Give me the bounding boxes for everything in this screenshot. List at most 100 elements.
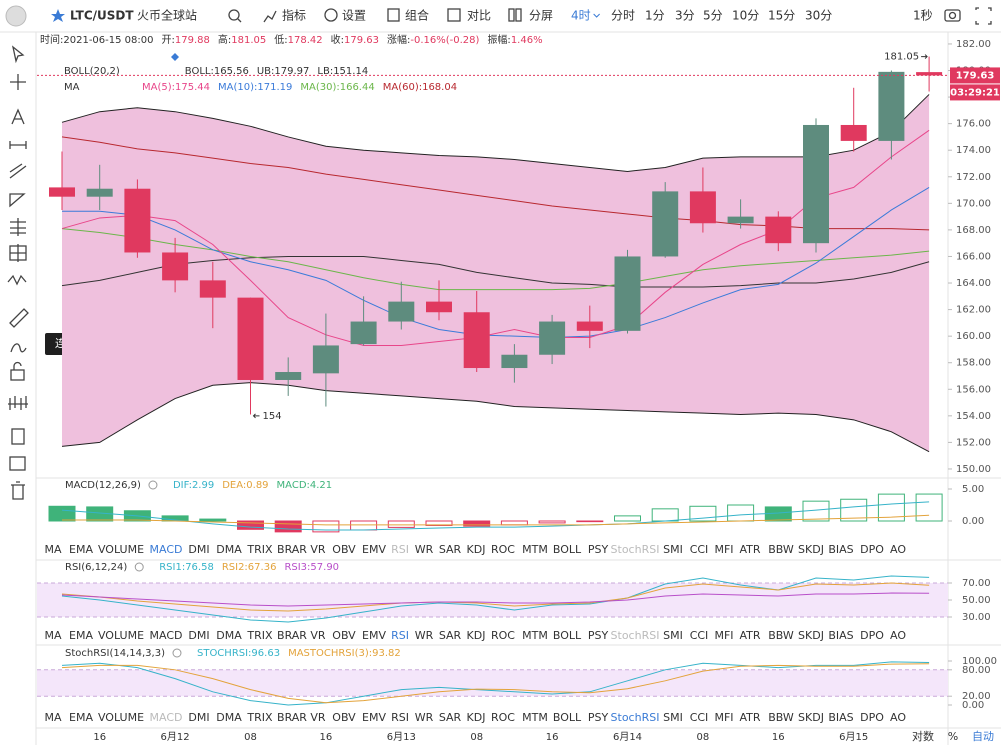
indicator-tab[interactable]: KDJ <box>467 629 486 642</box>
indicator-tab[interactable]: MACD <box>150 543 183 556</box>
indicator-tab[interactable]: WR <box>415 711 434 724</box>
indicator-tab[interactable]: KDJ <box>467 711 486 724</box>
indicator-tab[interactable]: BRAR <box>277 711 307 724</box>
indicator-tab[interactable]: TRIX <box>246 629 273 642</box>
indicator-tab[interactable]: BRAR <box>277 629 307 642</box>
indicator-tab[interactable]: TRIX <box>246 543 273 556</box>
axis-button[interactable]: 自动 <box>972 730 994 743</box>
indicator-tab[interactable]: PSY <box>588 629 609 642</box>
indicator-tab[interactable]: MACD <box>150 711 183 724</box>
interval[interactable]: 10分 <box>732 9 759 23</box>
indicator-tab[interactable]: DMI <box>188 543 209 556</box>
indicator-tab[interactable]: SAR <box>439 711 462 724</box>
axis-button[interactable]: % <box>948 730 958 743</box>
indicator-tab[interactable]: MFI <box>714 711 733 724</box>
toolbar-button[interactable]: 分屏 <box>529 9 553 23</box>
settings-icon[interactable] <box>148 480 158 490</box>
interval[interactable]: 30分 <box>805 9 832 23</box>
settings-icon[interactable] <box>172 648 182 658</box>
indicator-tab[interactable]: MACD <box>150 629 183 642</box>
indicator-tab[interactable]: MA <box>44 629 61 642</box>
logo[interactable] <box>5 5 27 27</box>
indicator-tab[interactable]: MFI <box>714 543 733 556</box>
indicator-tab[interactable]: BBW <box>768 629 794 642</box>
indicator-tab[interactable]: BIAS <box>828 711 853 724</box>
indicator-tab[interactable]: DMA <box>216 543 242 556</box>
indicator-tab[interactable]: SAR <box>439 629 462 642</box>
indicator-tab[interactable]: RSI <box>391 629 409 642</box>
indicator-tab[interactable]: SMI <box>663 711 683 724</box>
indicator-tab[interactable]: ATR <box>739 543 760 556</box>
indicator-tab[interactable]: SKDJ <box>798 711 824 724</box>
settings-icon[interactable] <box>134 562 144 572</box>
indicator-tab[interactable]: MA <box>44 711 61 724</box>
indicator-tab[interactable]: MTM <box>522 711 548 724</box>
indicator-tab[interactable]: RSI <box>391 711 409 724</box>
indicator-tab[interactable]: StochRSI <box>611 543 660 556</box>
indicator-tab[interactable]: BRAR <box>277 543 307 556</box>
indicator-tab[interactable]: StochRSI <box>611 629 660 642</box>
indicator-tab[interactable]: ROC <box>491 543 515 556</box>
indicator-tab[interactable]: SMI <box>663 629 683 642</box>
indicator-tab[interactable]: VOLUME <box>98 543 144 556</box>
interval[interactable]: 分时 <box>611 9 635 23</box>
indicator-tab[interactable]: ROC <box>491 711 515 724</box>
indicator-tab[interactable]: OBV <box>332 543 356 556</box>
indicator-tab[interactable]: TRIX <box>246 711 273 724</box>
interval[interactable]: 1分 <box>645 9 665 23</box>
indicator-tab[interactable]: VOLUME <box>98 629 144 642</box>
indicator-tab[interactable]: ATR <box>739 711 760 724</box>
indicator-tab[interactable]: EMA <box>69 711 93 724</box>
indicator-tab[interactable]: WR <box>415 629 434 642</box>
indicator-tab[interactable]: VR <box>310 543 326 556</box>
indicator-tab[interactable]: DMA <box>216 629 242 642</box>
indicator-tab[interactable]: AO <box>890 711 906 724</box>
drawing-tools[interactable] <box>7 45 29 500</box>
indicator-tab[interactable]: ROC <box>491 629 515 642</box>
indicator-tab[interactable]: EMA <box>69 629 93 642</box>
indicator-tab[interactable]: BOLL <box>553 711 582 724</box>
toolbar-button[interactable]: 设置 <box>342 9 366 23</box>
indicator-tab[interactable]: VR <box>310 711 326 724</box>
indicator-tab[interactable]: DPO <box>860 543 884 556</box>
indicator-tab[interactable]: DPO <box>860 629 884 642</box>
indicator-tab[interactable]: SKDJ <box>798 543 824 556</box>
indicator-tab[interactable]: BBW <box>768 711 794 724</box>
indicator-tab[interactable]: EMV <box>362 711 386 724</box>
indicator-tab[interactable]: PSY <box>588 711 609 724</box>
indicator-tab[interactable]: PSY <box>588 543 609 556</box>
axis-button[interactable]: 对数 <box>912 729 934 743</box>
indicator-tab[interactable]: MTM <box>522 629 548 642</box>
favorite-star[interactable] <box>51 9 65 22</box>
indicator-tab[interactable]: DMI <box>188 711 209 724</box>
refresh-rate[interactable]: 1秒 <box>913 9 933 23</box>
indicator-tab[interactable]: BOLL <box>553 543 582 556</box>
interval[interactable]: 5分 <box>703 9 723 23</box>
indicator-tab[interactable]: BBW <box>768 543 794 556</box>
indicator-tab[interactable]: EMA <box>69 543 93 556</box>
indicator-tab[interactable]: VOLUME <box>98 711 144 724</box>
indicator-tab[interactable]: RSI <box>391 543 409 556</box>
indicator-tab[interactable]: DMI <box>188 629 209 642</box>
indicator-tab[interactable]: EMV <box>362 543 386 556</box>
indicator-tab[interactable]: SAR <box>439 543 462 556</box>
interval[interactable]: 3分 <box>675 9 695 23</box>
interval[interactable]: 4时 <box>571 9 591 23</box>
indicator-tab[interactable]: BOLL <box>553 629 582 642</box>
indicator-tab[interactable]: VR <box>310 629 326 642</box>
indicator-tab[interactable]: StochRSI <box>611 711 660 724</box>
indicator-tab[interactable]: WR <box>415 543 434 556</box>
indicator-tab[interactable]: KDJ <box>467 543 486 556</box>
indicator-tab[interactable]: CCI <box>690 543 709 556</box>
indicator-tab[interactable]: MFI <box>714 629 733 642</box>
indicator-tab[interactable]: ATR <box>739 629 760 642</box>
search-icon[interactable] <box>228 9 242 23</box>
indicator-tab[interactable]: MA <box>44 543 61 556</box>
indicator-tab[interactable]: CCI <box>690 629 709 642</box>
toolbar-button[interactable]: 指标 <box>282 8 306 23</box>
indicator-tab[interactable]: BIAS <box>828 543 853 556</box>
indicator-tab[interactable]: MTM <box>522 543 548 556</box>
indicator-tab[interactable]: DMA <box>216 711 242 724</box>
indicator-tab[interactable]: SKDJ <box>798 629 824 642</box>
indicator-tab[interactable]: DPO <box>860 711 884 724</box>
